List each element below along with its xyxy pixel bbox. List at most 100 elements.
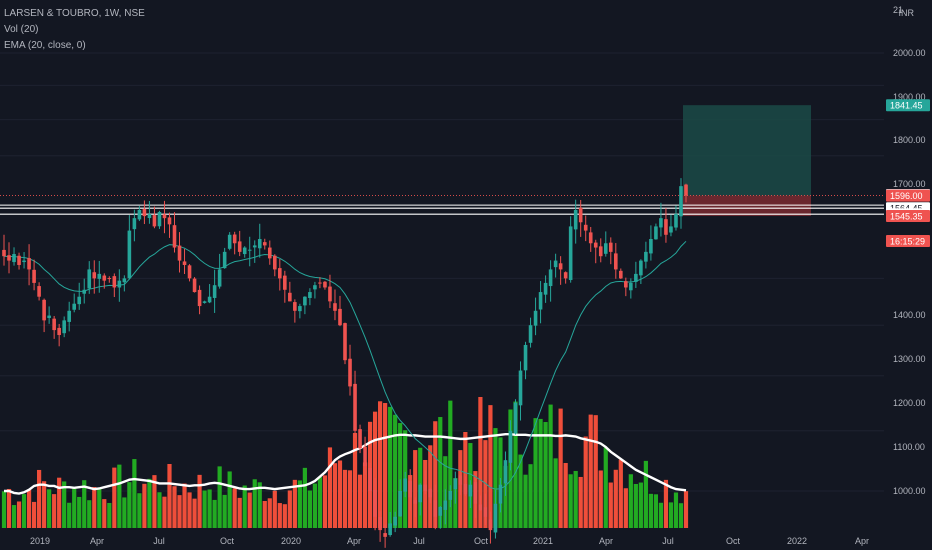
volume-bar — [623, 488, 628, 528]
volume-bar — [137, 493, 142, 528]
volume-bar — [82, 480, 87, 528]
volume-bar — [16, 501, 22, 528]
candle-body — [303, 296, 307, 306]
candle-body — [127, 230, 132, 279]
price-label-bg — [886, 235, 930, 247]
price-unit-label: INR — [898, 8, 915, 18]
candle-body — [423, 484, 428, 491]
time-tick-label: 2019 — [30, 536, 50, 546]
volume-bar — [337, 460, 343, 528]
volume-bar — [282, 504, 287, 528]
candle-body — [383, 533, 387, 537]
price-tick-label: 1700.00 — [893, 179, 926, 189]
volume-bar — [558, 408, 563, 528]
candle-body — [608, 242, 613, 252]
candle-body — [187, 265, 192, 279]
candle-body — [378, 517, 382, 531]
candle-body — [488, 519, 493, 531]
volume-bar — [182, 483, 187, 528]
time-tick-label: Jul — [662, 536, 674, 546]
candle-body — [47, 315, 51, 319]
volume-bar — [618, 459, 623, 528]
candle-body — [82, 289, 87, 294]
candle-body — [588, 232, 593, 244]
volume-bar — [523, 474, 528, 528]
candle-body — [343, 323, 347, 361]
candle-body — [388, 523, 392, 536]
candle-body — [664, 219, 668, 235]
candle-body — [92, 272, 97, 279]
candle-body — [32, 269, 36, 283]
price-label: 1596.00 — [886, 189, 930, 202]
volume-bar — [633, 483, 638, 528]
volume-bar — [478, 397, 483, 528]
time-tick-label: Oct — [220, 536, 235, 546]
candle-body — [102, 275, 107, 281]
volume-bar — [227, 471, 232, 528]
volume-bar — [267, 498, 272, 528]
candle-body — [112, 276, 117, 288]
candle-body — [72, 303, 77, 310]
volume-bar — [518, 454, 523, 528]
candle-body — [428, 488, 433, 498]
volume-bar — [332, 463, 338, 528]
price-tick-label: 1200.00 — [893, 398, 926, 408]
volume-bar — [11, 505, 17, 528]
candle-body — [413, 500, 418, 504]
time-tick-label: 2020 — [281, 536, 301, 546]
volume-bar — [538, 418, 543, 528]
volume-bar — [383, 403, 388, 528]
candle-body — [7, 255, 11, 261]
stop-zone — [683, 195, 811, 216]
volume-bar — [613, 469, 618, 528]
volume-bar — [272, 490, 277, 528]
candle-body — [232, 234, 237, 244]
price-tick-label: 1900.00 — [893, 92, 926, 102]
volume-bar — [77, 496, 82, 528]
candle-body — [548, 269, 553, 287]
candle-body — [649, 239, 653, 254]
symbol-title[interactable]: LARSEN & TOUBRO, 1W, NSE — [4, 8, 145, 19]
volume-bar — [593, 415, 598, 528]
candle-body — [478, 504, 483, 511]
candle-body — [558, 263, 563, 270]
volume-bar — [177, 495, 182, 528]
candle-body — [619, 270, 623, 279]
price-tick-label: 1100.00 — [893, 442, 925, 452]
volume-bar — [31, 501, 37, 528]
candle-body — [197, 289, 202, 307]
chart-legend: LARSEN & TOUBRO, 1W, NSE Vol (20) EMA (2… — [4, 6, 145, 54]
price-label-text: 1841.45 — [890, 101, 923, 111]
candle-body — [654, 226, 658, 240]
price-label-text: 1545.35 — [890, 211, 923, 221]
volume-bar — [37, 469, 42, 528]
candle-body — [613, 253, 618, 270]
candle-body — [553, 260, 558, 268]
volume-bar — [292, 479, 297, 528]
candle-body — [288, 292, 292, 302]
volume-bar — [503, 465, 508, 528]
volume-indicator-label[interactable]: Vol (20) — [4, 24, 39, 35]
candle-body — [222, 251, 227, 269]
candle-body — [518, 370, 523, 406]
ema-indicator-label[interactable]: EMA (20, close, 0) — [4, 40, 86, 51]
candle-body — [67, 310, 71, 322]
candle-body — [283, 275, 287, 290]
volume-bar — [608, 482, 613, 528]
volume-bar — [287, 490, 292, 528]
candle-body — [639, 260, 643, 276]
candle-body — [363, 446, 367, 467]
volume-bar — [207, 489, 212, 528]
price-label: 1545.35 — [886, 209, 930, 222]
volume-bar — [62, 481, 67, 528]
volume-bar — [222, 494, 227, 528]
volume-bar — [483, 440, 488, 528]
candle-body — [624, 281, 628, 288]
volume-bar — [553, 458, 558, 528]
candle-body — [323, 281, 327, 288]
volume-ma-line — [4, 433, 687, 495]
time-tick-label: Oct — [474, 536, 489, 546]
volume-bar — [372, 411, 378, 528]
volume-bar — [172, 486, 177, 528]
